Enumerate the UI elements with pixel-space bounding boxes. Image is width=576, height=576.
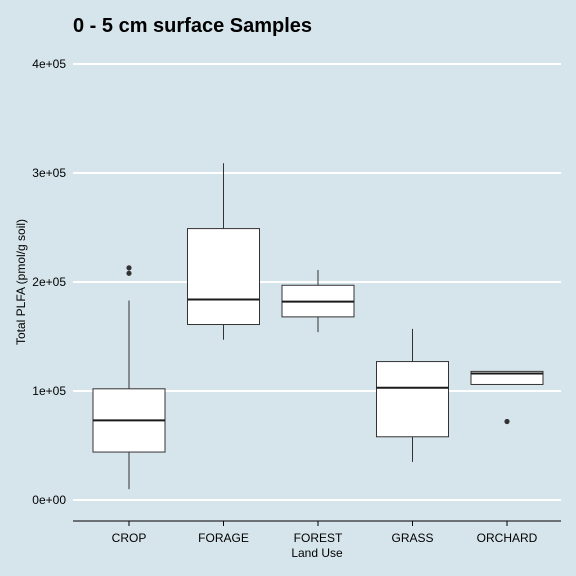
x-tick-label: GRASS xyxy=(391,531,433,545)
y-tick-label: 1e+05 xyxy=(32,384,66,398)
box-crop xyxy=(92,265,166,490)
x-tick-label: FORAGE xyxy=(198,531,249,545)
iqr-box xyxy=(187,228,260,326)
x-axis-title: Land Use xyxy=(291,546,343,560)
boxes xyxy=(92,163,544,490)
y-tick-label: 4e+05 xyxy=(32,57,66,71)
outlier-point xyxy=(126,270,132,276)
x-tick-label: ORCHARD xyxy=(477,531,538,545)
box-orchard xyxy=(470,370,544,425)
x-axis: CROP FORAGE FOREST GRASS ORCHARD xyxy=(73,520,561,545)
y-axis-ticks: 0e+00 1e+05 2e+05 3e+05 4e+05 xyxy=(32,57,66,507)
box-forest xyxy=(281,270,355,333)
iqr-box xyxy=(376,361,449,438)
outlier-point xyxy=(504,418,510,425)
box-grass xyxy=(376,328,449,462)
y-axis-title: Total PLFA (pmol/g soil) xyxy=(14,219,28,345)
x-tick-label: FOREST xyxy=(294,531,343,545)
iqr-box xyxy=(470,370,544,385)
x-tick-label: CROP xyxy=(112,531,147,545)
y-tick-label: 0e+00 xyxy=(32,493,66,507)
y-tick-label: 3e+05 xyxy=(32,166,66,180)
y-tick-label: 2e+05 xyxy=(32,275,66,289)
chart-title: 0 - 5 cm surface Samples xyxy=(73,15,312,37)
outlier-point xyxy=(126,265,132,271)
box-forage xyxy=(187,163,260,340)
